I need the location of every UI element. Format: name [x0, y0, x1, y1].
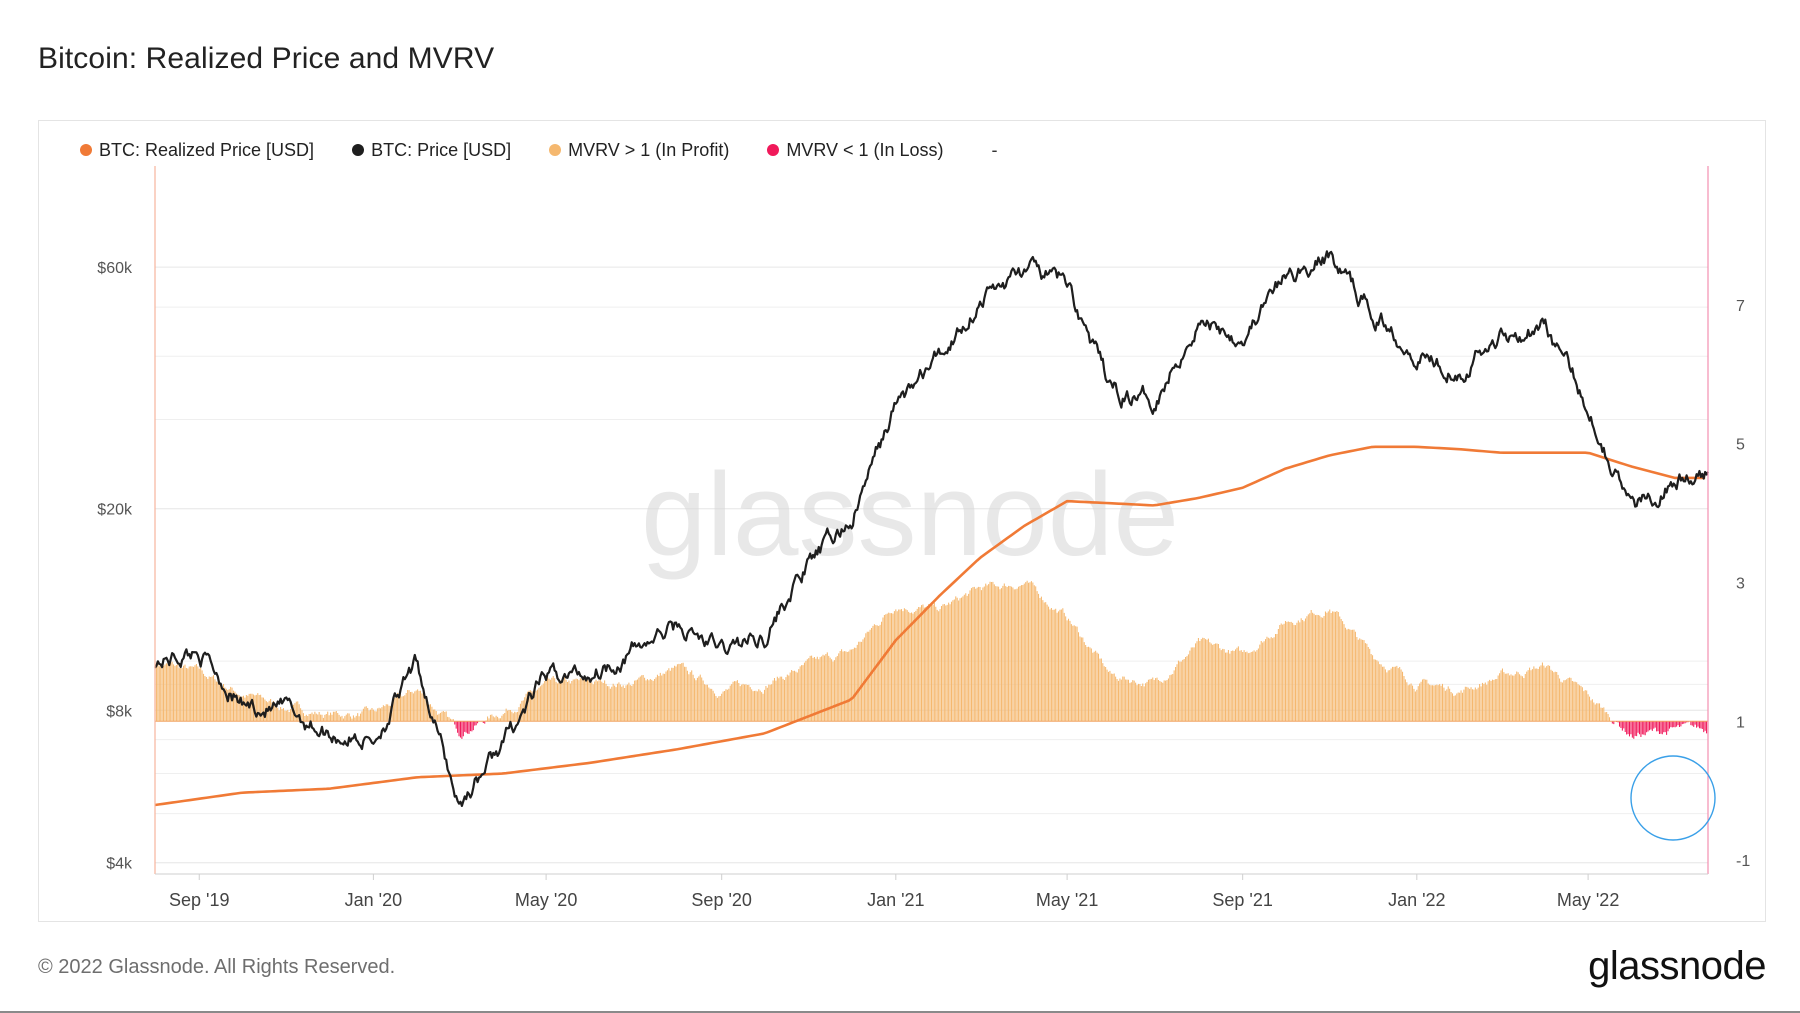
- legend-label: BTC: Realized Price [USD]: [99, 139, 315, 160]
- legend-item-price[interactable]: BTC: Price [USD]: [352, 140, 511, 161]
- price-lines: [154, 250, 1709, 807]
- y-left-tick-label: $8k: [106, 703, 133, 720]
- mvrv-profit-bars: [154, 580, 1690, 722]
- x-tick-label: May '22: [1557, 890, 1619, 910]
- y-left-tick-label: $60k: [97, 260, 133, 277]
- x-tick-label: May '21: [1036, 890, 1098, 910]
- y-right-tick-label: -1: [1736, 853, 1750, 870]
- y-right-tick-label: 7: [1736, 298, 1745, 315]
- legend-dot-icon: [80, 144, 92, 156]
- tick-labels: $4k $8k $20k $60k -1 1 3 5 7 Sep '19 Jan '20 May '2…: [97, 260, 1750, 910]
- copyright-text: © 2022 Glassnode. All Rights Reserved.: [38, 956, 396, 978]
- mvrv-bars: [154, 580, 1709, 739]
- realized-price-line: [154, 445, 1706, 807]
- legend-item-realized-price[interactable]: BTC: Realized Price [USD]: [80, 140, 314, 161]
- legend-label: MVRV > 1 (In Profit): [568, 139, 730, 160]
- legend-dot-icon: [767, 144, 780, 156]
- legend-dot-icon: [352, 144, 365, 156]
- chart-legend: BTC: Realized Price [USD] BTC: Price [US…: [80, 138, 998, 162]
- x-tick-label: Jan '21: [867, 890, 924, 910]
- legend-label: MVRV < 1 (In Loss): [786, 139, 944, 160]
- x-tick-label: Sep '21: [1212, 890, 1273, 910]
- y-left-tick-label: $20k: [97, 502, 133, 519]
- y-left-tick-label: $4k: [106, 856, 133, 873]
- x-tick-label: Sep '19: [169, 890, 230, 910]
- bottom-divider: [0, 1011, 1800, 1013]
- x-tick-label: Jan '20: [345, 890, 402, 910]
- y-right-tick-label: 1: [1736, 714, 1745, 731]
- loss-highlight-circle: [1630, 755, 1716, 841]
- y-right-tick-label: 5: [1736, 437, 1745, 454]
- y-right-tick-label: 3: [1736, 575, 1745, 592]
- glassnode-logo: glassnode: [1588, 944, 1766, 988]
- x-tick-label: Jan '22: [1388, 890, 1445, 910]
- watermark: glassnode: [641, 449, 1179, 581]
- legend-dot-icon: [549, 144, 562, 156]
- legend-label: BTC: Price [USD]: [371, 139, 512, 160]
- mvrv-loss-bars: [454, 721, 1709, 739]
- chart-title: Bitcoin: Realized Price and MVRV: [38, 42, 495, 75]
- legend-extra-marker: -: [991, 139, 998, 160]
- btc-price-line: [154, 250, 1709, 807]
- axes: [154, 166, 1709, 880]
- x-tick-label: Sep '20: [691, 890, 752, 910]
- legend-item-mvrv-profit[interactable]: MVRV > 1 (In Profit): [549, 140, 729, 161]
- legend-item-mvrv-loss[interactable]: MVRV < 1 (In Loss): [767, 139, 944, 161]
- x-tick-label: May '20: [515, 890, 577, 910]
